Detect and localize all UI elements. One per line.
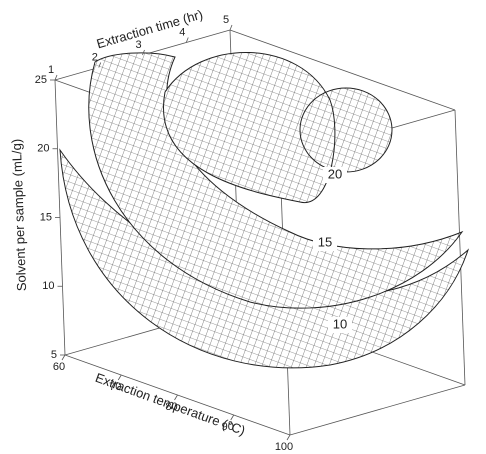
y-axis-title: Extraction temperature (°C)	[93, 370, 247, 438]
cube-edge	[455, 110, 465, 385]
x-tick-label: 4	[179, 26, 185, 38]
cube-edge	[290, 385, 465, 435]
y-tick	[62, 355, 65, 360]
x-axis-title: Extraction time (hr)	[95, 7, 205, 52]
level-label: 15	[318, 234, 332, 249]
x-tick	[230, 25, 232, 30]
level-label: 20	[328, 166, 342, 181]
y-tick-label: 100	[275, 441, 293, 453]
z-tick-label: 5	[51, 349, 57, 361]
level-label: 10	[333, 316, 347, 331]
z-tick-label: 20	[37, 143, 49, 155]
y-tick-label: 60	[53, 361, 65, 373]
x-tick-label: 1	[48, 64, 54, 76]
x-tick-label: 2	[92, 51, 98, 63]
z-axis-title: Solvent per sample (mL/g)	[9, 139, 29, 292]
z-tick-label: 15	[40, 211, 52, 223]
chart: 1015201234560708090100510152025Extractio…	[0, 0, 486, 454]
x-tick-label: 5	[223, 14, 229, 26]
z-tick-label: 10	[42, 280, 54, 292]
y-tick	[287, 435, 290, 440]
x-tick-label: 3	[135, 39, 141, 51]
z-tick-label: 25	[35, 74, 47, 86]
